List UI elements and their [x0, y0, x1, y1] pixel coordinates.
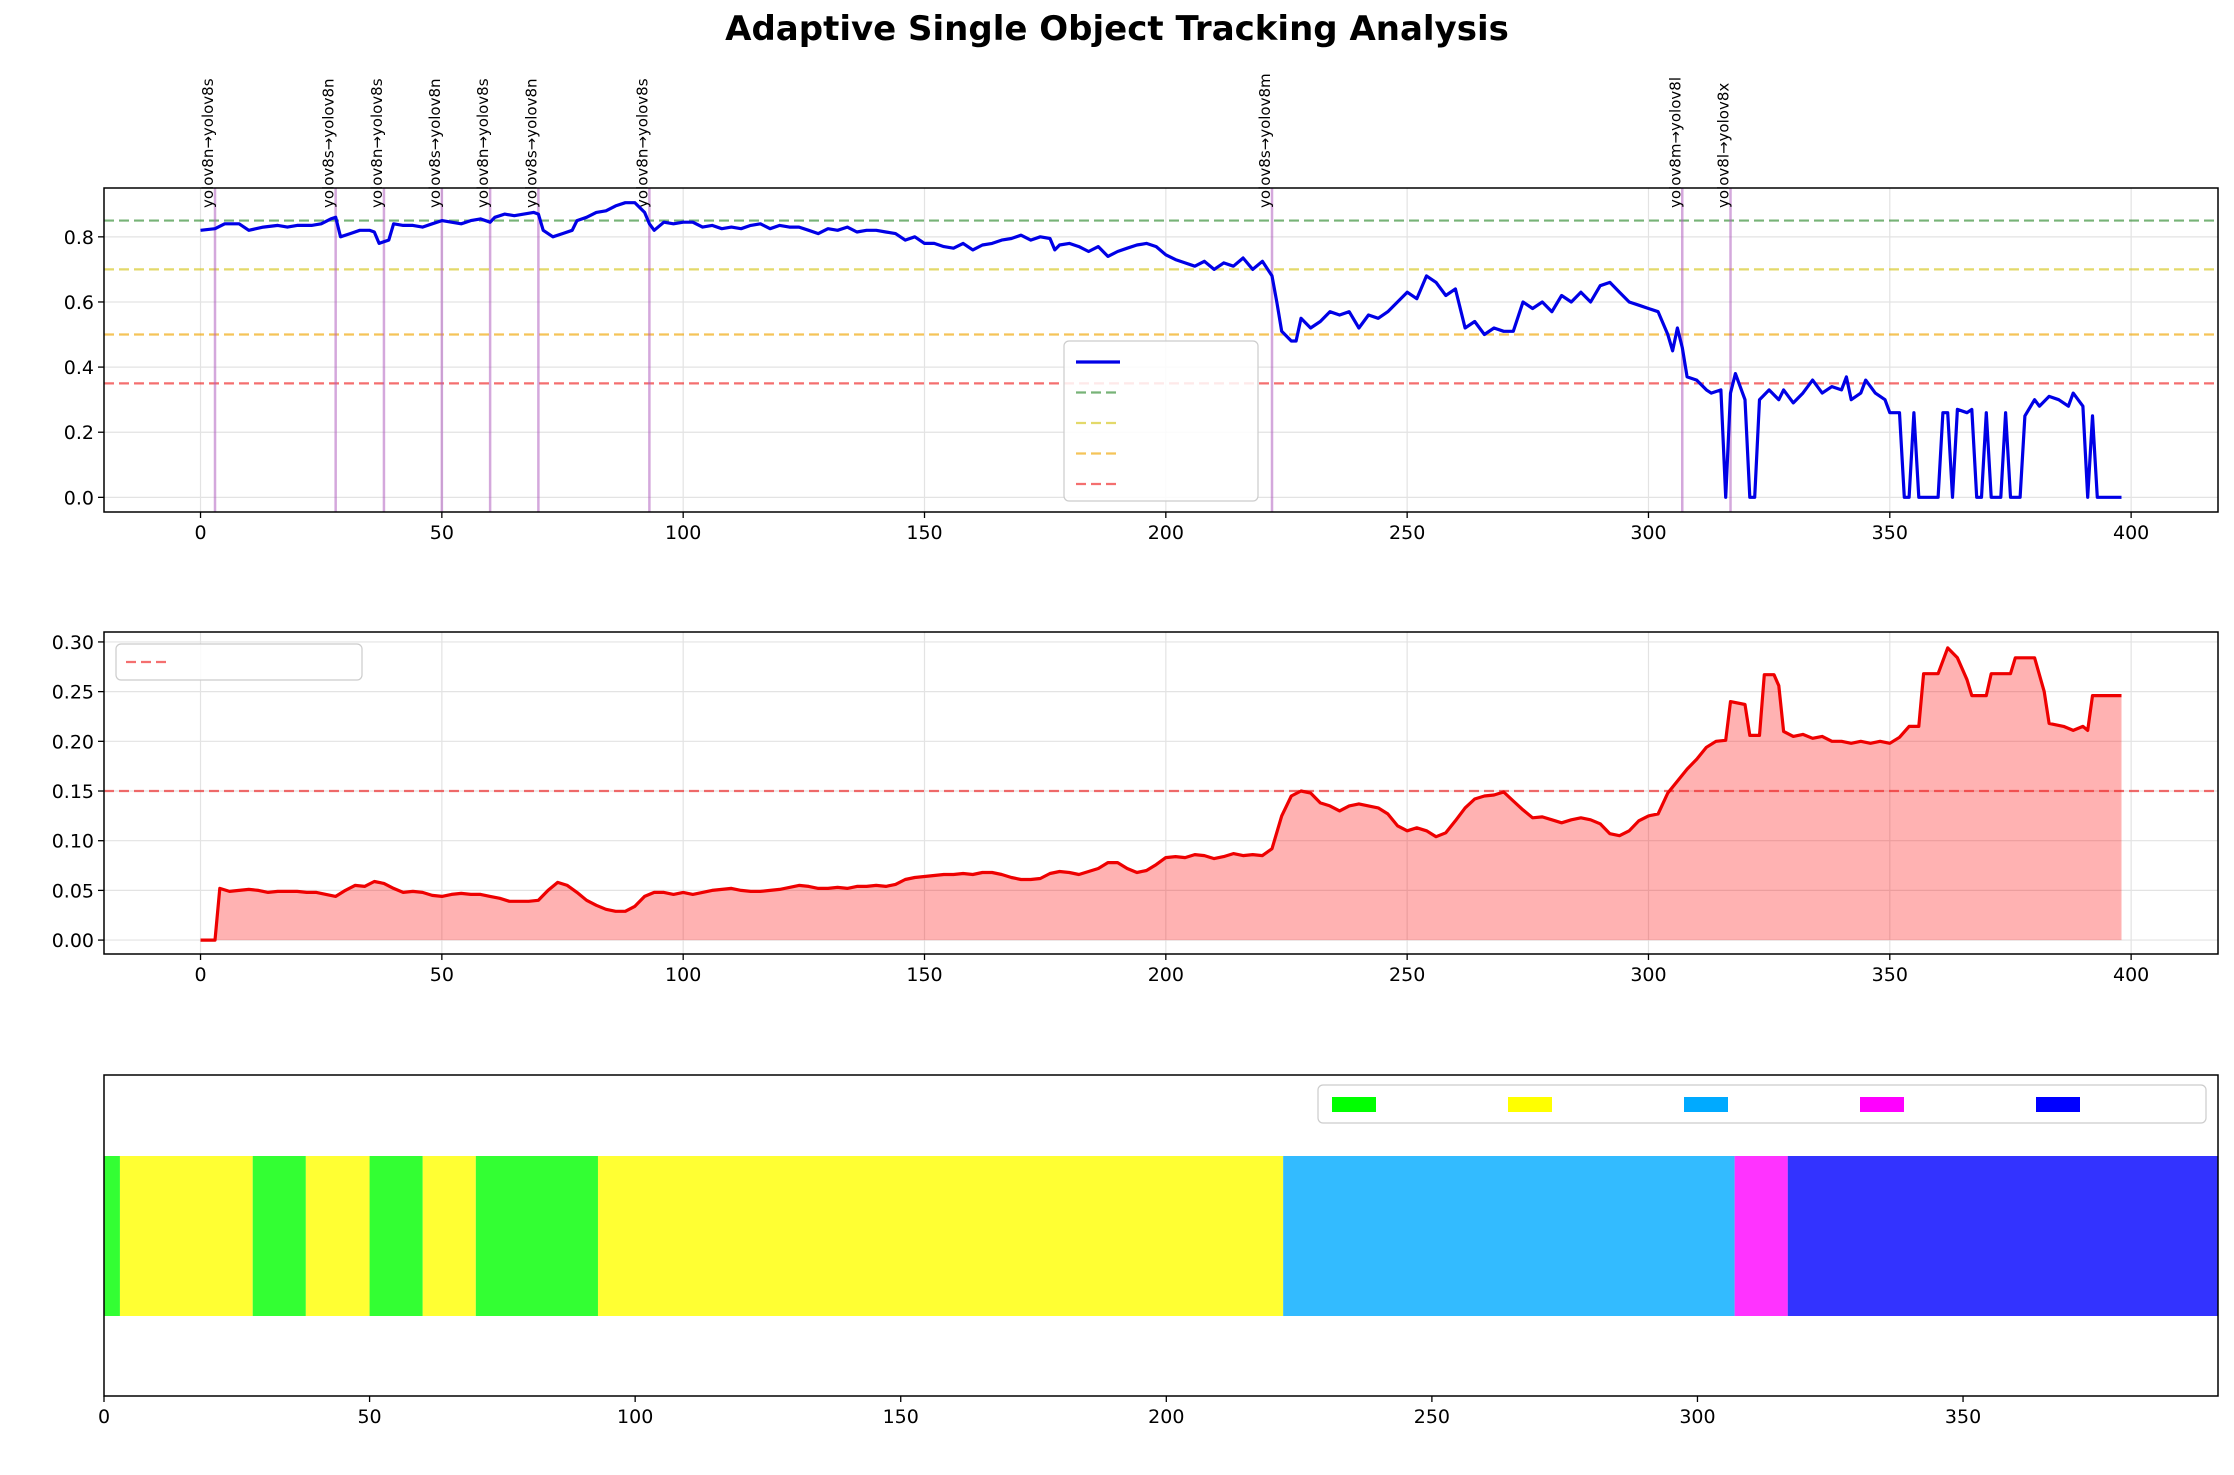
x-tick-label: 0: [98, 1406, 110, 1428]
model-switch-label: yolov8n→yolov8s: [474, 78, 492, 208]
x-tick-label: 350: [1872, 522, 1908, 544]
timeline-segment-yolov8n: [104, 1156, 120, 1316]
legend-swatch-yolov8n: [1332, 1097, 1376, 1112]
x-tick-label: 250: [1389, 964, 1425, 986]
legend-box: [1317, 1084, 2207, 1124]
x-tick-label: 300: [1630, 522, 1666, 544]
confidence-panel: yolov8n→yolov8s yolov8s→yolov8n yolov8n→yo…: [64, 73, 2219, 544]
model-switch-label: yolov8s→yolov8m: [1256, 73, 1274, 208]
x-tick-label: 200: [1148, 1406, 1184, 1428]
uncertainty-panel: 0 50 100 150 200 250 300 350 400 0.00 0.05 0.10 0.15…: [52, 631, 2219, 986]
confidence-series-line: [200, 201, 2122, 499]
model-switch-label: yolov8s→yolov8n: [522, 78, 540, 208]
x-tick-label: 350: [1872, 964, 1908, 986]
uncertainty-area-fill: [200, 647, 2122, 941]
x-tick-label: 150: [906, 522, 942, 544]
x-tick-label: 100: [665, 964, 701, 986]
x-tick-label: 200: [1148, 522, 1184, 544]
timeline-segment-yolov8m: [1283, 1156, 1735, 1316]
x-tick-label: 100: [617, 1406, 653, 1428]
x-tick-label: 250: [1414, 1406, 1450, 1428]
y-tick-label: 0.0: [64, 487, 94, 509]
model-switch-label: yolov8n→yolov8s: [368, 78, 386, 208]
timeline-segment-yolov8n: [475, 1156, 598, 1316]
x-tick-label: 0: [194, 522, 206, 544]
y-tick-label: 0.8: [64, 227, 94, 249]
timeline-segment-yolov8s: [119, 1156, 253, 1316]
x-tick-label: 50: [357, 1406, 381, 1428]
y-tick-label: 0.05: [52, 880, 94, 902]
x-tick-label: 300: [1679, 1406, 1715, 1428]
legend-swatch-yolov8l: [1860, 1097, 1904, 1112]
plot-frame: [103, 1074, 2219, 1397]
y-tick-label: 0.2: [64, 422, 94, 444]
x-tick-label: 100: [665, 522, 701, 544]
y-tick-label: 0.30: [52, 632, 94, 654]
x-tick-label: 150: [883, 1406, 919, 1428]
x-tick-label: 350: [1945, 1406, 1981, 1428]
model-timeline-panel: 0 50 100 150 200 250 300 350: [98, 1074, 2219, 1428]
x-tick-label: 400: [2113, 522, 2149, 544]
model-switch-label: yolov8n→yolov8s: [199, 78, 217, 208]
y-tick-label: 0.6: [64, 292, 94, 314]
legend-box: [115, 643, 363, 681]
timeline-segment-yolov8n: [252, 1156, 306, 1316]
legend-box: [1063, 340, 1259, 502]
y-tick-label: 0.00: [52, 930, 94, 952]
model-switch-label: yolov8n→yolov8s: [633, 78, 651, 208]
x-tick-label: 250: [1389, 522, 1425, 544]
figure-title: Adaptive Single Object Tracking Analysis: [725, 9, 1509, 49]
legend-swatch-yolov8m: [1684, 1097, 1728, 1112]
y-tick-label: 0.4: [64, 357, 94, 379]
x-tick-label: 0: [194, 964, 206, 986]
x-tick-label: 300: [1630, 964, 1666, 986]
x-tick-label: 200: [1148, 964, 1184, 986]
model-switch-label: yolov8m→yolov8l: [1666, 77, 1684, 208]
timeline-segment-yolov8x: [1787, 1156, 2218, 1316]
x-tick-label: 50: [430, 522, 454, 544]
y-tick-label: 0.20: [52, 731, 94, 753]
plot-frame: [103, 187, 2219, 513]
timeline-segment-yolov8l: [1734, 1156, 1788, 1316]
legend-swatch-yolov8x: [2036, 1097, 2080, 1112]
x-tick-label: 400: [2113, 964, 2149, 986]
timeline-segment-yolov8s: [597, 1156, 1284, 1316]
model-switch-label: yolov8s→yolov8n: [426, 78, 444, 208]
y-tick-label: 0.10: [52, 831, 94, 853]
model-switch-label: yolov8s→yolov8n: [320, 78, 338, 208]
legend-swatch-yolov8s: [1508, 1097, 1552, 1112]
timeline-segment-yolov8s: [305, 1156, 370, 1316]
x-tick-label: 50: [430, 964, 454, 986]
timeline-segment-yolov8s: [422, 1156, 476, 1316]
model-switch-label: yolov8l→yolov8x: [1715, 83, 1733, 208]
x-tick-label: 150: [906, 964, 942, 986]
uncertainty-series-line: [200, 646, 2122, 942]
y-tick-label: 0.25: [52, 682, 94, 704]
timeline-segment-yolov8n: [369, 1156, 423, 1316]
y-tick-label: 0.15: [52, 781, 94, 803]
plot-frame: [103, 631, 2219, 955]
